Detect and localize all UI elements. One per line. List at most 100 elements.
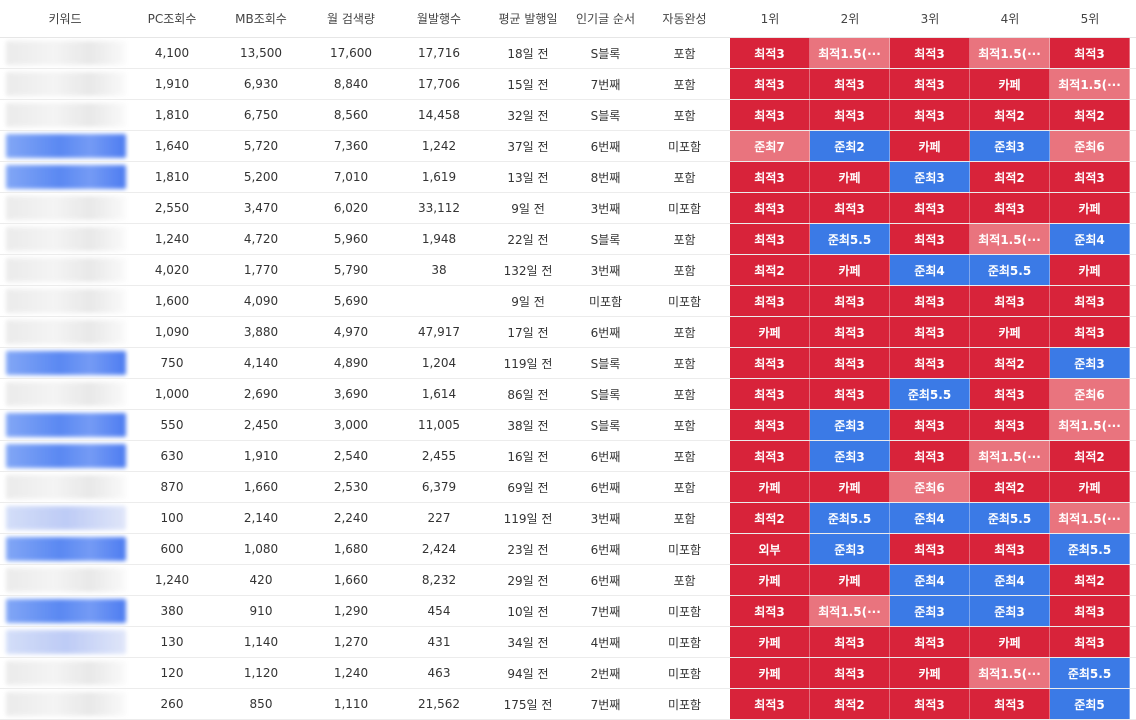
rank-1-badge[interactable]: 최적3 [730, 596, 810, 626]
rank-2-badge[interactable]: 카페 [810, 162, 890, 192]
rank-2-badge[interactable]: 카페 [810, 255, 890, 285]
rank-1-badge[interactable]: 최적3 [730, 689, 810, 719]
rank-1-badge[interactable]: 최적3 [730, 100, 810, 130]
rank-4-badge[interactable]: 최적1.5(··· [970, 441, 1050, 471]
table-row[interactable]: 600 1,080 1,680 2,424 23일 전 6번째 미포함 외부 준최3 최적3 최적3… [0, 534, 1136, 565]
rank-5-badge[interactable]: 카페 [1050, 255, 1130, 285]
keyword-cell-redacted[interactable] [0, 503, 130, 533]
rank-1-badge[interactable]: 최적3 [730, 38, 810, 68]
keyword-cell-redacted[interactable] [0, 565, 130, 595]
column-header-pc[interactable]: PC조회수 [147, 12, 197, 26]
column-header-rank-2[interactable]: 2위 [840, 12, 860, 26]
rank-1-badge[interactable]: 최적2 [730, 255, 810, 285]
column-header-rank-4[interactable]: 4위 [1000, 12, 1020, 26]
rank-3-badge[interactable]: 준최3 [890, 162, 970, 192]
rank-5-badge[interactable]: 준최6 [1050, 379, 1130, 409]
column-header-rank-5[interactable]: 5위 [1080, 12, 1100, 26]
rank-1-badge[interactable]: 준최7 [730, 131, 810, 161]
rank-5-badge[interactable]: 최적2 [1050, 100, 1130, 130]
rank-4-badge[interactable]: 최적3 [970, 193, 1050, 223]
table-row[interactable]: 1,640 5,720 7,360 1,242 37일 전 6번째 미포함 준최7 준최2 카페 준… [0, 131, 1136, 162]
rank-3-badge[interactable]: 준최4 [890, 255, 970, 285]
rank-5-badge[interactable]: 최적3 [1050, 317, 1130, 347]
rank-3-badge[interactable]: 최적3 [890, 627, 970, 657]
keyword-cell-redacted[interactable] [0, 410, 130, 440]
rank-1-badge[interactable]: 최적3 [730, 162, 810, 192]
column-header-monthly-search[interactable]: 월 검색량 [327, 12, 375, 26]
table-row[interactable]: 550 2,450 3,000 11,005 38일 전 S블록 포함 최적3 준최3 최적3 최적… [0, 410, 1136, 441]
keyword-cell-redacted[interactable] [0, 224, 130, 254]
keyword-cell-redacted[interactable] [0, 193, 130, 223]
rank-1-badge[interactable]: 최적3 [730, 69, 810, 99]
rank-5-badge[interactable]: 최적3 [1050, 596, 1130, 626]
rank-2-badge[interactable]: 준최5.5 [810, 503, 890, 533]
rank-2-badge[interactable]: 준최5.5 [810, 224, 890, 254]
rank-2-badge[interactable]: 최적3 [810, 658, 890, 688]
rank-4-badge[interactable]: 최적3 [970, 379, 1050, 409]
keyword-cell-redacted[interactable] [0, 38, 130, 68]
rank-1-badge[interactable]: 최적3 [730, 348, 810, 378]
rank-5-badge[interactable]: 최적1.5(··· [1050, 69, 1130, 99]
rank-4-badge[interactable]: 준최5.5 [970, 503, 1050, 533]
rank-5-badge[interactable]: 준최5.5 [1050, 534, 1130, 564]
rank-4-badge[interactable]: 최적1.5(··· [970, 658, 1050, 688]
rank-1-badge[interactable]: 카페 [730, 658, 810, 688]
rank-1-badge[interactable]: 최적3 [730, 410, 810, 440]
rank-2-badge[interactable]: 카페 [810, 472, 890, 502]
column-header-monthly-posts[interactable]: 월발행수 [416, 12, 462, 26]
rank-5-badge[interactable]: 최적2 [1050, 565, 1130, 595]
column-header-mb[interactable]: MB조회수 [235, 12, 287, 26]
rank-3-badge[interactable]: 카페 [890, 658, 970, 688]
rank-5-badge[interactable]: 준최5 [1050, 689, 1130, 719]
rank-1-badge[interactable]: 카페 [730, 472, 810, 502]
keyword-cell-redacted[interactable] [0, 255, 130, 285]
table-row[interactable]: 870 1,660 2,530 6,379 69일 전 6번째 포함 카페 카페 준최6 최적2 카페 [0, 472, 1136, 503]
rank-2-badge[interactable]: 준최2 [810, 131, 890, 161]
rank-4-badge[interactable]: 최적3 [970, 410, 1050, 440]
rank-4-badge[interactable]: 최적1.5(··· [970, 38, 1050, 68]
rank-5-badge[interactable]: 최적2 [1050, 441, 1130, 471]
keyword-cell-redacted[interactable] [0, 131, 130, 161]
column-header-rank-1[interactable]: 1위 [760, 12, 780, 26]
rank-1-badge[interactable]: 최적3 [730, 379, 810, 409]
keyword-cell-redacted[interactable] [0, 689, 130, 719]
rank-4-badge[interactable]: 준최3 [970, 596, 1050, 626]
rank-4-badge[interactable]: 카페 [970, 69, 1050, 99]
rank-3-badge[interactable]: 최적3 [890, 689, 970, 719]
rank-3-badge[interactable]: 최적3 [890, 410, 970, 440]
rank-2-badge[interactable]: 최적1.5(··· [810, 38, 890, 68]
table-row[interactable]: 100 2,140 2,240 227 119일 전 3번째 포함 최적2 준최5.5 준최4 준최… [0, 503, 1136, 534]
column-header-popular-order[interactable]: 인기글 순서 [575, 12, 635, 26]
table-row[interactable]: 1,910 6,930 8,840 17,706 15일 전 7번째 포함 최적3 최적3 최적3… [0, 69, 1136, 100]
table-row[interactable]: 630 1,910 2,540 2,455 16일 전 6번째 포함 최적3 준최3 최적3 최적1… [0, 441, 1136, 472]
rank-2-badge[interactable]: 최적1.5(··· [810, 596, 890, 626]
rank-4-badge[interactable]: 준최4 [970, 565, 1050, 595]
rank-2-badge[interactable]: 최적3 [810, 627, 890, 657]
keyword-cell-redacted[interactable] [0, 658, 130, 688]
column-header-keyword[interactable]: 키워드 [48, 12, 82, 26]
rank-5-badge[interactable]: 카페 [1050, 472, 1130, 502]
rank-3-badge[interactable]: 준최4 [890, 503, 970, 533]
rank-3-badge[interactable]: 준최5.5 [890, 379, 970, 409]
rank-3-badge[interactable]: 카페 [890, 131, 970, 161]
rank-1-badge[interactable]: 외부 [730, 534, 810, 564]
keyword-cell-redacted[interactable] [0, 348, 130, 378]
rank-5-badge[interactable]: 최적1.5(··· [1050, 410, 1130, 440]
rank-1-badge[interactable]: 카페 [730, 627, 810, 657]
table-row[interactable]: 4,100 13,500 17,600 17,716 18일 전 S블록 포함 최적3 최적1.… [0, 38, 1136, 69]
rank-2-badge[interactable]: 카페 [810, 565, 890, 595]
table-row[interactable]: 1,600 4,090 5,690 9일 전 미포함 미포함 최적3 최적3 최적3 최적3 최적3 [0, 286, 1136, 317]
rank-5-badge[interactable]: 준최4 [1050, 224, 1130, 254]
keyword-cell-redacted[interactable] [0, 472, 130, 502]
rank-2-badge[interactable]: 최적3 [810, 193, 890, 223]
rank-4-badge[interactable]: 카페 [970, 317, 1050, 347]
keyword-cell-redacted[interactable] [0, 596, 130, 626]
rank-2-badge[interactable]: 최적3 [810, 69, 890, 99]
rank-2-badge[interactable]: 최적3 [810, 100, 890, 130]
rank-5-badge[interactable]: 준최6 [1050, 131, 1130, 161]
keyword-cell-redacted[interactable] [0, 317, 130, 347]
rank-3-badge[interactable]: 최적3 [890, 193, 970, 223]
table-row[interactable]: 1,090 3,880 4,970 47,917 17일 전 6번째 포함 카페 최적3 최적3 카… [0, 317, 1136, 348]
rank-1-badge[interactable]: 최적3 [730, 193, 810, 223]
rank-4-badge[interactable]: 최적3 [970, 689, 1050, 719]
